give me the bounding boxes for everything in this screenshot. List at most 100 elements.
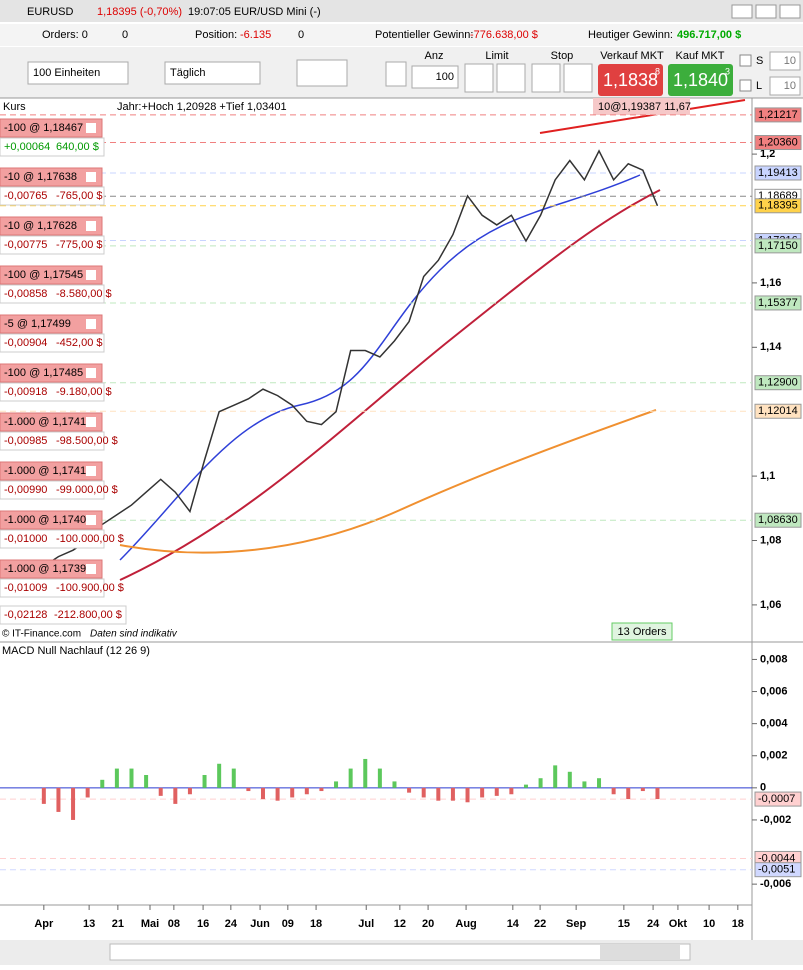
- pnl-box: [0, 578, 105, 598]
- tool-button[interactable]: [385, 61, 407, 87]
- buy-button[interactable]: [668, 64, 733, 96]
- x-tick-label: 12: [394, 918, 406, 930]
- sell-price: 1,1838: [603, 70, 658, 90]
- y-tick-label: 0,006: [760, 685, 788, 697]
- title-bar: [0, 0, 803, 22]
- orders-count-box[interactable]: [611, 622, 673, 641]
- order-close[interactable]: [86, 221, 96, 231]
- y-tick-label: 0,002: [760, 750, 788, 762]
- order-close[interactable]: [86, 417, 96, 427]
- level-label: 1,08630: [758, 514, 798, 526]
- y-tick-label: -0,002: [760, 814, 791, 826]
- x-tick-label: 24: [647, 918, 660, 930]
- total-diff: -0,02128: [4, 609, 47, 621]
- order-close[interactable]: [86, 270, 96, 280]
- order-close[interactable]: [86, 368, 96, 378]
- qty-input[interactable]: [411, 65, 459, 89]
- order-amount: -8.580,00 $: [56, 288, 112, 300]
- s-value: 10: [784, 55, 796, 67]
- level-box: [754, 295, 802, 311]
- order-close[interactable]: [86, 123, 96, 133]
- trend-line: [539, 99, 746, 134]
- limit-sell[interactable]: [496, 63, 526, 93]
- macd-bar: [158, 787, 163, 796]
- macd-bar: [450, 787, 455, 801]
- x-tick-label: 08: [168, 918, 180, 930]
- max-button[interactable]: [755, 4, 777, 19]
- y-tick-label: 1,16: [760, 277, 781, 289]
- potential: -776.638,00 $: [470, 29, 538, 41]
- moving-average: [119, 174, 641, 561]
- position: -6.135: [240, 29, 271, 41]
- order-amount: -100.900,00 $: [56, 582, 124, 594]
- limit-buy[interactable]: [464, 63, 494, 93]
- macd-bar: [377, 768, 382, 788]
- copyright: © IT-Finance.com: [2, 629, 81, 640]
- macd-bar: [246, 787, 251, 792]
- level-label: 1,19413: [758, 167, 798, 179]
- x-tick-label: 22: [534, 918, 546, 930]
- level-label: 1,12900: [758, 377, 798, 389]
- potential-label: Potentieller Gewinn:: [375, 29, 473, 41]
- order: -10 @ 1,17628: [4, 220, 77, 232]
- chart-subtitle: Jahr:+Hoch 1,20928 +Tief 1,03401: [117, 101, 287, 113]
- macd-bar: [85, 787, 90, 798]
- sell-button[interactable]: [598, 64, 663, 96]
- macd-bar: [363, 758, 368, 788]
- macd-bar: [553, 765, 558, 788]
- sell-pip: 8: [655, 66, 660, 76]
- chart-type-button[interactable]: [296, 59, 348, 87]
- order-close[interactable]: [86, 172, 96, 182]
- order-close[interactable]: [86, 564, 96, 574]
- x-tick-label: Sep: [566, 918, 586, 930]
- x-tick-label: 13: [83, 918, 95, 930]
- period-select[interactable]: [164, 61, 261, 85]
- order: -1.000 @ 1,17413: [4, 465, 92, 477]
- order-box: [0, 510, 103, 530]
- macd-bar: [626, 787, 631, 800]
- x-tick-label: Okt: [669, 918, 688, 930]
- pnl-box: [0, 235, 105, 255]
- qty-label: Anz: [425, 50, 444, 62]
- s-checkbox[interactable]: [739, 54, 752, 67]
- scroll-track[interactable]: [109, 943, 691, 961]
- level-label: 1,18395: [758, 200, 798, 212]
- macd-bar: [290, 787, 295, 798]
- level-label: 1,12014: [758, 405, 798, 417]
- close-button[interactable]: [779, 4, 801, 19]
- order-diff: -0,00918: [4, 386, 47, 398]
- l-input[interactable]: [769, 76, 801, 96]
- macd-bar: [655, 787, 660, 800]
- level-label: -0,0007: [758, 793, 795, 805]
- l-checkbox[interactable]: [739, 79, 752, 92]
- stop-sell[interactable]: [563, 63, 593, 93]
- order-diff: -0,00775: [4, 239, 47, 251]
- order-box: [0, 314, 103, 334]
- macd-bar: [217, 763, 222, 788]
- qty: 100: [436, 71, 454, 83]
- x-tick-label: Jun: [250, 918, 270, 930]
- order-amount: 640,00 $: [56, 141, 99, 153]
- account-bar: [0, 24, 803, 46]
- limit-label: Limit: [485, 50, 508, 62]
- macd-bar: [260, 787, 265, 800]
- order-diff: +0,00064: [4, 141, 50, 153]
- macd-bar: [436, 787, 441, 801]
- order: -1.000 @ 1,17403: [4, 514, 92, 526]
- order-close[interactable]: [86, 466, 96, 476]
- order-box: [0, 559, 103, 579]
- s-input[interactable]: [769, 51, 801, 71]
- macd-bar: [173, 787, 178, 804]
- note: Daten sind indikativ: [90, 629, 178, 640]
- min-button[interactable]: [731, 4, 753, 19]
- order-amount: -100.000,00 $: [56, 533, 124, 545]
- order-box: [0, 118, 103, 138]
- level-box: [754, 512, 802, 528]
- today: 496.717,00 $: [677, 29, 741, 41]
- units-select[interactable]: [27, 61, 129, 85]
- scroll-thumb[interactable]: [600, 945, 680, 959]
- order-close[interactable]: [86, 319, 96, 329]
- order-close[interactable]: [86, 515, 96, 525]
- stop-buy[interactable]: [531, 63, 561, 93]
